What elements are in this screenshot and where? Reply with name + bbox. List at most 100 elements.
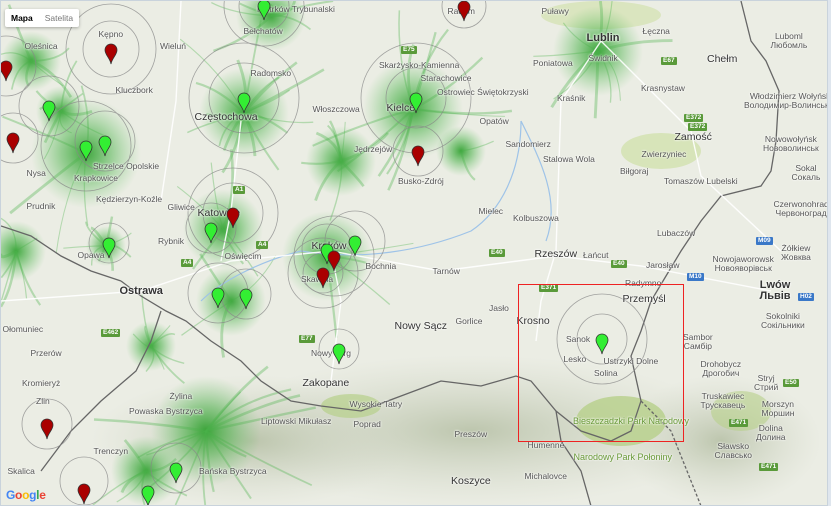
range-circle [21,398,73,450]
place-label: Liptowski Mikułasz [261,415,332,426]
right-scrollbar[interactable] [828,0,831,506]
green-station-marker[interactable] [79,140,93,162]
green-station-marker[interactable] [204,222,218,244]
red-station-marker[interactable] [0,60,13,82]
place-label: Kędzierzyn-Koźle [96,193,163,204]
coverage-area [436,126,486,176]
range-circle [441,1,487,29]
place-label: Bochnia [365,260,397,271]
red-station-marker[interactable] [327,250,341,272]
red-station-marker[interactable] [316,267,330,289]
place-label: Radymno [625,277,662,288]
country-borders [1,1,780,505]
place-label: Zlin [36,395,50,406]
range-circle [223,1,305,47]
place-label: Jędrzejów [354,143,393,154]
coverage-area [363,59,463,159]
range-circle [318,328,360,370]
place-label: Biłgoraj [620,165,649,176]
place-label: Nowowołyńsk Нововолинськ [763,134,819,153]
place-label: Skawina [301,273,334,284]
place-label: Nowojaworowsk Новояворівськ [712,254,774,273]
range-circle [287,237,359,309]
green-station-marker[interactable] [239,288,253,310]
place-label: Bańska Bystrzyca [199,465,267,476]
place-label: Wieluń [160,40,186,51]
green-station-marker[interactable] [332,343,346,365]
road-badge: E77 [299,335,315,343]
coverage-area [236,1,306,51]
place-label: Sokolniki Сокільники [761,311,805,330]
green-station-marker[interactable] [141,485,155,506]
place-label: Kluczbork [115,84,153,95]
place-label: Nowy Sącz [394,319,448,332]
place-label: Solina [594,367,618,378]
green-station-marker[interactable] [409,92,423,114]
place-label: Nysa [26,167,46,178]
green-station-marker[interactable] [42,100,56,122]
place-label: Ustrzyki Dolne [603,355,659,366]
road-badge: A4 [181,259,194,267]
place-label: Sambor Самбір [683,332,713,351]
red-station-marker[interactable] [457,0,471,22]
place-label: Sławsko Славсько [714,441,752,460]
place-label: Rybnik [158,235,184,246]
map-type-satellite-button[interactable]: Satelita [44,13,74,23]
range-circle [238,1,290,32]
red-station-marker[interactable] [104,43,118,65]
road-badge: E372 [688,123,708,131]
range-circle [293,215,375,297]
place-label: Przemyśl [622,292,666,305]
road-badge: A1 [233,186,246,194]
place-label: Opawa [77,249,105,260]
green-station-marker[interactable] [257,0,271,21]
place-label: Opatów [479,115,509,126]
place-label: Krasnystaw [641,82,685,93]
place-label: Ostrowiec Świętokrzyski [437,86,529,97]
place-label: Włoszczowa [312,103,360,114]
range-circle [185,202,237,254]
range-circles [1,1,648,505]
red-station-marker[interactable] [411,145,425,167]
coverage-area [111,436,181,505]
range-circle [556,293,648,385]
red-station-marker[interactable] [77,483,91,505]
range-circle [385,67,447,129]
green-station-marker[interactable] [595,333,609,355]
green-station-marker[interactable] [169,462,183,484]
place-label: Oleśnica [24,40,58,51]
place-label: Zamość [674,131,712,143]
road-badge: E371 [539,284,559,292]
place-label: Tomaszów Lubelski [664,175,738,186]
road-badge: M10 [687,273,704,281]
red-station-marker[interactable] [226,207,240,229]
green-station-marker[interactable] [98,135,112,157]
red-station-marker[interactable] [6,132,20,154]
place-label: Przerów [30,347,62,358]
place-label: Prudnik [26,200,56,211]
range-circle [202,182,264,244]
place-label: Drohobycz Дрогобич [700,359,742,378]
place-label: Świdnik [588,52,618,63]
map-type-map-button[interactable]: Mapa [11,13,33,23]
range-circle [392,125,444,177]
green-station-marker[interactable] [211,287,225,309]
coverage-area [553,6,643,96]
selection-rectangle[interactable] [518,284,684,442]
road-badge: E471 [729,419,749,427]
green-station-marker[interactable] [348,235,362,257]
green-station-marker[interactable] [237,92,251,114]
place-label: Żółkiew Жовква [781,243,811,262]
place-label: Katowice [197,206,241,219]
red-station-marker[interactable] [40,418,54,440]
coverage-overlay [1,1,673,505]
road-badge: E372 [684,114,704,122]
place-label: Ostrawa [119,285,163,297]
place-label: Kolbuszowa [513,212,559,223]
place-label: Kraśnik [557,92,586,103]
place-label: Sokal Сокаль [791,163,821,182]
google-logo[interactable]: Google [6,488,46,502]
place-label: Strzelce Opolskie [93,160,160,171]
green-station-marker[interactable] [102,237,116,259]
